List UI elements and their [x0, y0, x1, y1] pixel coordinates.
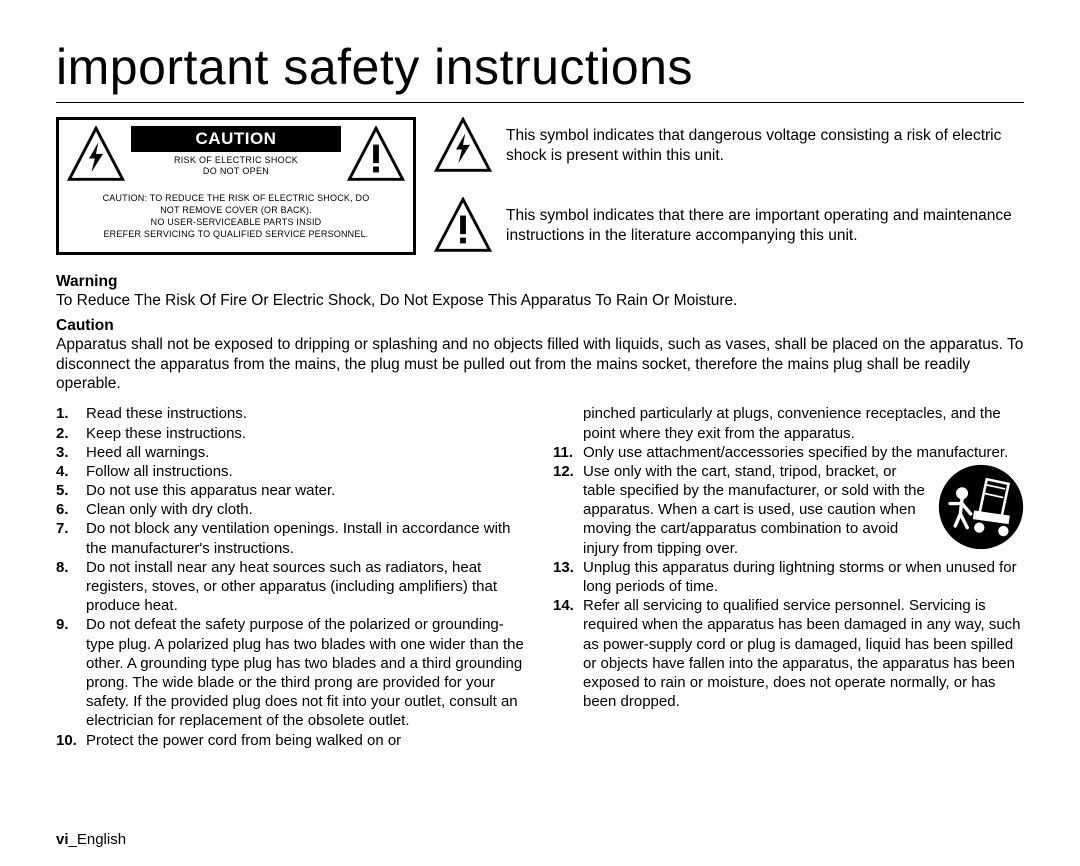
caution-banner: CAUTION [131, 126, 341, 152]
lightning-triangle-icon [67, 126, 125, 184]
instruction-columns: 1.Read these instructions.2.Keep these i… [56, 404, 1024, 749]
warning-body: To Reduce The Risk Of Fire Or Electric S… [56, 291, 1024, 311]
continuation-text: pinched particularly at plugs, convenien… [553, 404, 1024, 442]
caution-body-text: CAUTION: TO REDUCE THE RISK OF ELECTRIC … [67, 192, 405, 241]
item-number: 7. [56, 519, 86, 557]
item-text: Read these instructions. [86, 404, 527, 423]
item-number: 6. [56, 500, 86, 519]
warning-heading: Warning [56, 273, 1024, 291]
list-item: 10.Protect the power cord from being wal… [56, 731, 527, 750]
item-number: 12. [553, 462, 583, 558]
list-item: 11.Only use attachment/accessories speci… [553, 443, 1024, 462]
item-text: Do not defeat the safety purpose of the … [86, 615, 527, 730]
list-item: 6.Clean only with dry cloth. [56, 500, 527, 519]
list-item: 3.Heed all warnings. [56, 443, 527, 462]
item-number: 14. [553, 596, 583, 711]
item-number: 5. [56, 481, 86, 500]
caution-heading: Caution [56, 317, 1024, 335]
item-number: 9. [56, 615, 86, 730]
item-number: 8. [56, 558, 86, 616]
caution-section-body: Apparatus shall not be exposed to drippi… [56, 335, 1024, 394]
item-number: 4. [56, 462, 86, 481]
item-number: 2. [56, 424, 86, 443]
lightning-triangle-icon [434, 117, 492, 175]
page-language: _English [69, 831, 127, 848]
caution-box: CAUTION RISK OF ELECTRIC SHOCK DO NOT OP… [56, 117, 416, 255]
list-item: 14.Refer all servicing to qualified serv… [553, 596, 1024, 711]
page-title: important safety instructions [56, 38, 1024, 103]
item-number: 1. [56, 404, 86, 423]
exclamation-triangle-icon [347, 126, 405, 184]
list-item: 4.Follow all instructions. [56, 462, 527, 481]
item-number: 10. [56, 731, 86, 750]
item-text: Unplug this apparatus during lightning s… [583, 558, 1024, 596]
exclamation-triangle-icon [434, 197, 492, 255]
item-text: Keep these instructions. [86, 424, 527, 443]
list-item: 7.Do not block any ventilation openings.… [56, 519, 527, 557]
list-item: 2.Keep these instructions. [56, 424, 527, 443]
right-column: pinched particularly at plugs, convenien… [553, 404, 1024, 749]
symbol-voltage-text: This symbol indicates that dangerous vol… [506, 126, 1024, 166]
list-item: 5.Do not use this apparatus near water. [56, 481, 527, 500]
item-text: Use only with the cart, stand, tripod, b… [583, 462, 1024, 558]
item-text: Only use attachment/accessories specifie… [583, 443, 1024, 462]
list-item: 9.Do not defeat the safety purpose of th… [56, 615, 527, 730]
symbol-instructions-text: This symbol indicates that there are imp… [506, 206, 1024, 246]
list-item: 13.Unplug this apparatus during lightnin… [553, 558, 1024, 596]
page-footer: vi_English [56, 831, 126, 848]
caution-subtext: RISK OF ELECTRIC SHOCK DO NOT OPEN [174, 155, 298, 178]
top-row: CAUTION RISK OF ELECTRIC SHOCK DO NOT OP… [56, 117, 1024, 255]
item-text: Heed all warnings. [86, 443, 527, 462]
item-text: Do not use this apparatus near water. [86, 481, 527, 500]
list-item: 12.Use only with the cart, stand, tripod… [553, 462, 1024, 558]
symbol-explanations: This symbol indicates that dangerous vol… [434, 117, 1024, 255]
item-number: 11. [553, 443, 583, 462]
item-number: 13. [553, 558, 583, 596]
item-text: Do not block any ventilation openings. I… [86, 519, 527, 557]
left-column: 1.Read these instructions.2.Keep these i… [56, 404, 527, 749]
symbol-row-instructions: This symbol indicates that there are imp… [434, 197, 1024, 255]
item-text: Clean only with dry cloth. [86, 500, 527, 519]
item-text: Protect the power cord from being walked… [86, 731, 527, 750]
item-number: 3. [56, 443, 86, 462]
item-text: Follow all instructions. [86, 462, 527, 481]
cart-tipping-icon [938, 464, 1024, 550]
page-number: vi [56, 831, 69, 848]
symbol-row-voltage: This symbol indicates that dangerous vol… [434, 117, 1024, 175]
item-text: Do not install near any heat sources suc… [86, 558, 527, 616]
item-text: Refer all servicing to qualified service… [583, 596, 1024, 711]
list-item: 1.Read these instructions. [56, 404, 527, 423]
list-item: 8.Do not install near any heat sources s… [56, 558, 527, 616]
